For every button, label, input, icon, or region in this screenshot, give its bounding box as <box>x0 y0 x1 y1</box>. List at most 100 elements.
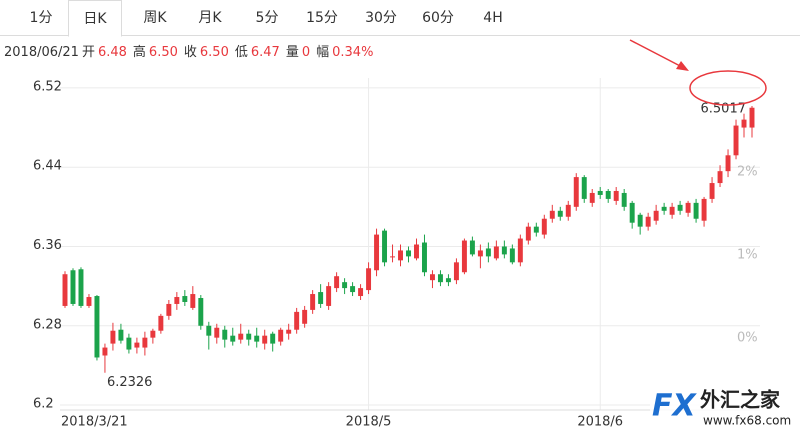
candle-body <box>725 155 731 172</box>
y-tick-label: 6.36 <box>33 238 62 253</box>
candle-body <box>437 274 443 283</box>
candle-body <box>374 234 380 271</box>
candle-body <box>653 210 659 221</box>
candle-body <box>142 337 148 348</box>
candle-body <box>350 286 356 293</box>
y2-tick-label: 2% <box>737 165 758 180</box>
candle-body <box>134 342 140 348</box>
candle-body <box>733 125 739 156</box>
quote-label: 幅 <box>316 45 330 60</box>
candle-body <box>493 246 499 259</box>
candle-body <box>294 311 300 330</box>
quote-label: 量 <box>285 45 299 60</box>
candle-body <box>94 296 100 358</box>
candle-body <box>70 270 76 304</box>
tab[interactable]: 30分 <box>365 10 397 26</box>
candle-body <box>637 214 643 227</box>
tab[interactable]: 5分 <box>255 10 279 26</box>
candle-body <box>749 107 755 128</box>
quote-label: 开 <box>81 45 95 60</box>
tab[interactable]: 1分 <box>29 10 53 26</box>
y-tick-label: 6.2 <box>33 397 54 412</box>
candle-body <box>174 297 180 304</box>
candle-body <box>262 335 268 344</box>
tab[interactable]: 15分 <box>306 10 338 26</box>
candle-body <box>701 198 707 221</box>
candle-body <box>190 294 196 308</box>
quote-label: 低 <box>234 45 248 60</box>
candle-body <box>366 268 372 291</box>
candle-body <box>597 190 603 195</box>
tab[interactable]: 4H <box>483 10 503 26</box>
quote-value: 6.50 <box>148 45 178 60</box>
candle-body <box>342 282 348 289</box>
candle-body <box>469 240 475 255</box>
candle-body <box>286 329 292 334</box>
candle-body <box>581 177 587 199</box>
candle-body <box>118 329 124 341</box>
candle-body <box>453 262 459 281</box>
candle-body <box>741 119 747 128</box>
candle-body <box>86 297 92 306</box>
x-tick-label: 2018/6 <box>577 415 623 430</box>
candle-body <box>589 192 595 203</box>
candle-body <box>238 333 244 340</box>
candle-body <box>661 206 667 211</box>
watermark-brand: FX <box>652 389 697 424</box>
candle-body <box>549 210 555 219</box>
candle-body <box>166 303 172 316</box>
quote-label: 收 <box>183 45 197 60</box>
candle-body <box>461 240 467 273</box>
candle-body <box>206 325 212 336</box>
min-label: 6.2326 <box>107 375 153 390</box>
candle-body <box>445 278 451 283</box>
tab[interactable]: 周K <box>143 10 167 26</box>
quote-value: 6.47 <box>250 45 280 60</box>
candle-body <box>230 335 236 342</box>
candle-body <box>310 294 316 310</box>
x-tick-label: 2018/5 <box>346 415 392 430</box>
candle-body <box>621 192 627 207</box>
candle-body <box>318 292 324 304</box>
candle-body <box>270 333 276 344</box>
candle-body <box>246 333 252 340</box>
highlight-arrow <box>629 39 685 69</box>
watermark-url: www.fx68.com <box>703 414 791 428</box>
quote-label: 高 <box>132 45 146 60</box>
candle-body <box>717 171 723 184</box>
candle-body <box>709 183 715 199</box>
y2-tick-label: 0% <box>737 331 758 346</box>
candle-body <box>110 330 116 344</box>
tab[interactable]: 月K <box>198 10 222 26</box>
quote-value: 0 <box>301 45 311 60</box>
y-tick-label: 6.44 <box>33 159 62 174</box>
candle-body <box>326 286 332 306</box>
candle-body <box>613 190 619 201</box>
candle-body <box>302 309 308 324</box>
y-tick-label: 6.28 <box>33 317 62 332</box>
candle-body <box>222 329 228 340</box>
tab-bar: 1分 日K 周K 月K 5分 15分 30分 60分 4H <box>0 0 800 37</box>
candle-body <box>693 202 699 219</box>
candle-body <box>414 244 419 259</box>
y-tick-label: 6.52 <box>33 79 62 94</box>
tab[interactable]: 日K <box>68 0 122 37</box>
candle-body <box>126 337 132 350</box>
candle-body <box>541 218 547 235</box>
candle-body <box>358 288 364 297</box>
candle-body <box>565 204 571 217</box>
watermark-bg <box>650 386 800 430</box>
candle-body <box>62 274 68 306</box>
candle-body <box>669 206 675 215</box>
candle-body <box>334 276 340 289</box>
candle-body <box>150 330 156 338</box>
candle-body <box>557 210 563 217</box>
quote-line: 2018/06/21 开 6.48 高 6.50 收 6.50 低 6.47 量 0 幅 0.34% <box>4 41 379 60</box>
tab[interactable]: 60分 <box>422 10 454 26</box>
candle-body <box>254 335 260 342</box>
candle-body <box>390 256 395 258</box>
candle-body <box>525 226 531 241</box>
candle-body <box>573 177 579 207</box>
candle-body <box>406 250 411 257</box>
